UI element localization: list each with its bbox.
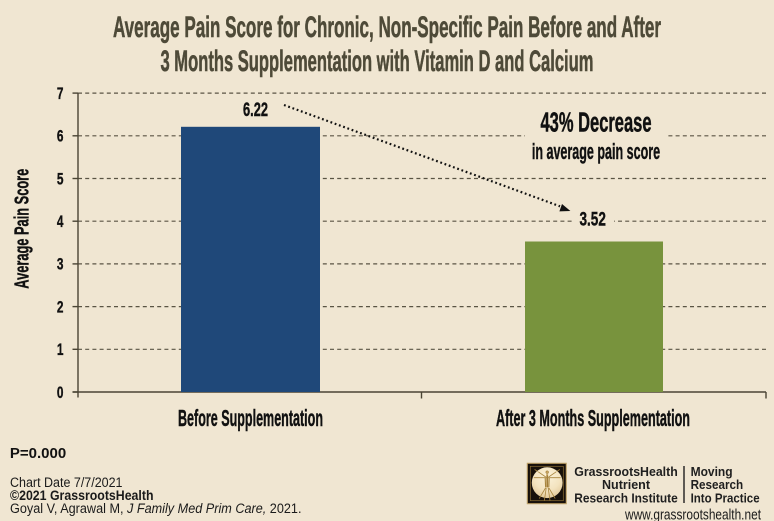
svg-text:43% Decrease: 43% Decrease [541,106,652,137]
svg-text:7: 7 [57,84,64,103]
svg-text:in average pain score: in average pain score [532,139,660,164]
svg-text:Research: Research [691,477,744,492]
svg-text:4: 4 [57,212,64,231]
svg-text:www.grassrootshealth.net: www.grassrootshealth.net [624,506,761,521]
svg-text:6: 6 [57,127,64,146]
svg-text:5: 5 [57,169,64,188]
svg-text:Before Supplementation: Before Supplementation [178,405,323,431]
svg-text:P=0.000: P=0.000 [10,445,66,462]
svg-text:Average Pain Score for Chronic: Average Pain Score for Chronic, Non-Spec… [113,11,661,44]
svg-text:6.22: 6.22 [243,99,268,121]
svg-text:After 3 Months Supplementation: After 3 Months Supplementation [496,405,690,431]
svg-text:1: 1 [57,340,64,359]
svg-text:Into Practice: Into Practice [691,490,760,505]
svg-text:Nutrient: Nutrient [602,477,651,492]
svg-text:2: 2 [57,297,64,316]
svg-text:3: 3 [57,255,64,274]
svg-text:GrassrootsHealth: GrassrootsHealth [574,464,678,479]
svg-text:3.52: 3.52 [580,209,606,231]
svg-text:0: 0 [57,383,64,402]
svg-text:©2021 GrassrootsHealth: ©2021 GrassrootsHealth [10,488,154,503]
svg-text:3 Months Supplementation with: 3 Months Supplementation with Vitamin D … [161,45,594,78]
svg-text:Chart Date 7/7/2021: Chart Date 7/7/2021 [10,475,123,490]
svg-text:Average Pain Score: Average Pain Score [11,169,34,289]
svg-text:Research Institute: Research Institute [574,490,678,505]
svg-text:Goyal V, Agrawal M, J Family M: Goyal V, Agrawal M, J Family Med Prim Ca… [10,501,302,516]
svg-text:Moving: Moving [691,464,733,479]
